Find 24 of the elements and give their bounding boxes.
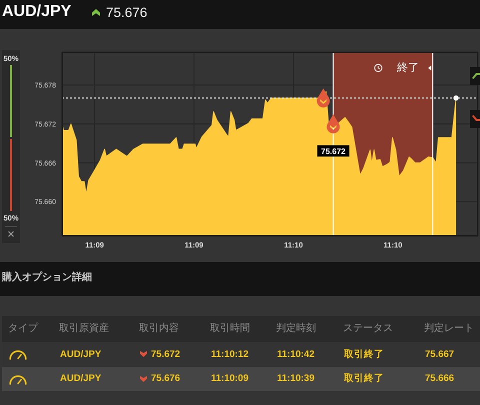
chart-subtitle: 75.676 <box>106 5 148 20</box>
chart-title: AUD/JPY <box>2 3 72 20</box>
category-label: ステータス <box>343 323 393 334</box>
category-label: 取引内容 <box>139 323 179 334</box>
text: 75.666 <box>425 373 454 384</box>
text: 75.672 <box>151 348 180 360</box>
category-label: 判定レート <box>424 323 474 334</box>
text: AUD/JPY <box>60 373 102 384</box>
text: 取引終了 <box>344 348 384 360</box>
category-label: 取引時間 <box>210 323 250 334</box>
text: 11:10:09 <box>211 373 249 384</box>
category-label: タイプ <box>8 323 38 334</box>
text: 75.667 <box>425 348 454 360</box>
text: 11:10:39 <box>277 373 315 384</box>
text: 75.676 <box>151 373 180 384</box>
band-label: 終了 <box>396 62 420 74</box>
text: AUD/JPY <box>60 348 102 360</box>
text: 購入オプション詳細 <box>2 272 92 283</box>
text: 11:10:42 <box>277 348 315 360</box>
annotation: 75.672 <box>321 146 346 156</box>
text: 取引終了 <box>344 372 384 385</box>
category-label: 判定時刻 <box>276 323 316 334</box>
text: 11:10:12 <box>211 348 249 360</box>
category-label: 取引原資産 <box>59 323 109 334</box>
